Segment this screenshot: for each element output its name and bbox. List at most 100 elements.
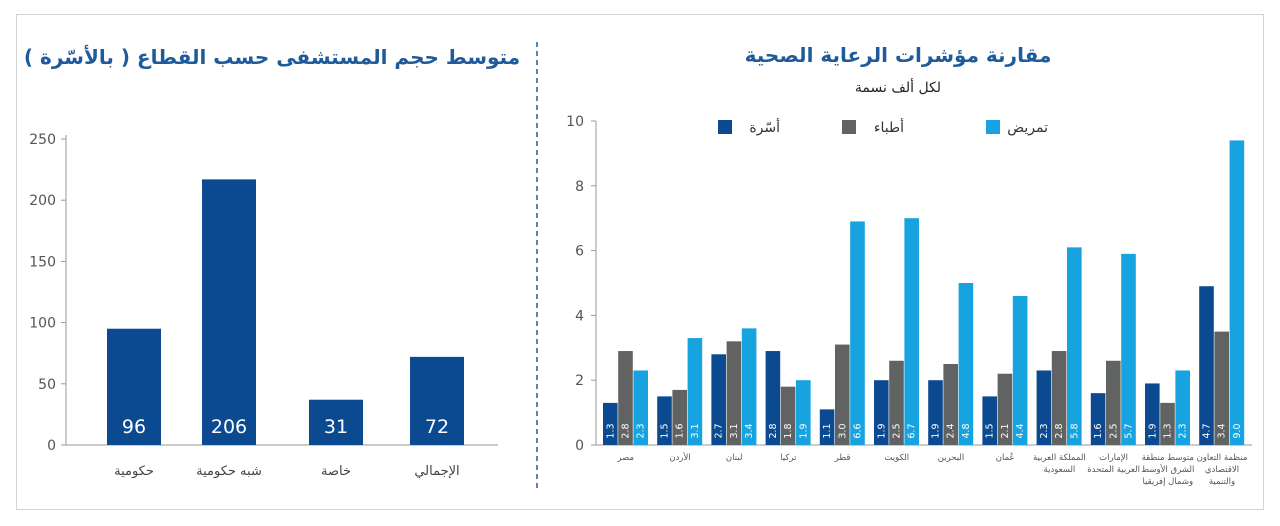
right-bar xyxy=(943,364,958,445)
left-category-label: الإجمالي xyxy=(414,464,459,479)
right-bar xyxy=(982,396,997,445)
right-bar-value-label: 1.9 xyxy=(1147,423,1158,438)
right-category-label: الأردن xyxy=(669,452,690,463)
right-bar-value-label: 2.4 xyxy=(946,423,957,438)
right-bar-value-label: 2.5 xyxy=(892,423,903,438)
right-bar-value-label: 3.0 xyxy=(837,423,848,438)
right-bar-value-label: 1.3 xyxy=(605,423,616,438)
right-bar xyxy=(958,283,974,445)
right-bar-value-label: 2.3 xyxy=(636,423,647,438)
left-bar xyxy=(309,399,363,445)
right-bar-value-label: 2.8 xyxy=(768,423,779,438)
right-bar-value-label: 2.5 xyxy=(1108,423,1119,438)
right-category-label: البحرين xyxy=(938,453,965,463)
right-bar-value-label: 2.3 xyxy=(1039,423,1050,438)
left-category-label: حكومية xyxy=(114,464,154,479)
left-y-tick-label: 50 xyxy=(38,377,56,393)
right-bar-value-label: 1.6 xyxy=(1093,423,1104,438)
right-bar xyxy=(1160,402,1175,445)
right-bar-value-label: 5.7 xyxy=(1124,423,1135,438)
right-bar-value-label: 6.6 xyxy=(853,423,864,438)
right-bar xyxy=(1214,331,1229,445)
right-bar xyxy=(1145,383,1160,445)
right-bar xyxy=(796,380,811,445)
chart-frame xyxy=(16,14,1264,510)
left-bar-value-label: 31 xyxy=(324,416,348,438)
left-bar xyxy=(107,328,161,445)
right-bar xyxy=(711,354,726,445)
legend-swatch xyxy=(718,120,732,134)
right-bar xyxy=(819,409,835,445)
left-y-tick-label: 100 xyxy=(29,316,56,332)
right-category-label: لبنان xyxy=(726,453,743,463)
right-bar-value-label: 3.1 xyxy=(690,423,701,438)
right-bar-value-label: 1.5 xyxy=(660,423,671,438)
right-y-tick-label: 6 xyxy=(575,244,584,260)
right-bar-value-label: 1.9 xyxy=(931,423,942,438)
right-bar xyxy=(928,380,943,445)
right-category-label: الإمارات العربية المتحدة xyxy=(1087,453,1140,475)
right-bar-value-label: 1.9 xyxy=(798,423,809,438)
right-bar xyxy=(850,221,865,445)
left-bar xyxy=(410,356,464,445)
right-bar xyxy=(1036,370,1052,445)
right-category-label: منظمة التعاون الاقتصادي والتنمية xyxy=(1197,453,1248,487)
right-bar xyxy=(672,389,687,445)
legend-label: أطباء xyxy=(874,118,904,136)
right-bar xyxy=(889,360,904,445)
right-bar xyxy=(1051,351,1067,445)
right-bar xyxy=(603,402,618,445)
right-bar-value-label: 4.4 xyxy=(1015,423,1026,438)
right-bar-value-label: 1.9 xyxy=(876,423,887,438)
legend-swatch xyxy=(842,120,856,134)
right-y-tick-label: 8 xyxy=(575,179,584,195)
right-bar-value-label: 3.4 xyxy=(1217,423,1228,438)
right-bar xyxy=(687,338,703,445)
right-bar-value-label: 2.8 xyxy=(1054,423,1065,438)
right-category-label: متوسط منطقة الشرق الأوسط وشمال إفريقيا xyxy=(1141,453,1194,487)
right-bar xyxy=(1229,140,1245,445)
right-bar xyxy=(741,328,757,445)
right-category-label: الكويت xyxy=(884,453,909,463)
right-chart-title: مقارنة مؤشرات الرعاية الصحية xyxy=(745,43,1052,67)
left-bar-value-label: 96 xyxy=(122,416,146,438)
right-bar-value-label: 1.8 xyxy=(783,423,794,438)
right-bar-value-label: 4.7 xyxy=(1202,423,1213,438)
right-bar xyxy=(1067,247,1082,445)
left-y-tick-label: 0 xyxy=(47,438,56,454)
right-bar-value-label: 2.1 xyxy=(1000,423,1011,438)
right-bar-value-label: 4.8 xyxy=(961,423,972,438)
right-bar-value-label: 6.7 xyxy=(907,423,918,438)
right-bar-value-label: 1.5 xyxy=(985,423,996,438)
right-bar-value-label: 2.3 xyxy=(1178,423,1189,438)
right-category-label: مصر xyxy=(616,453,634,463)
right-y-tick-label: 10 xyxy=(566,114,584,130)
left-category-label: خاصة xyxy=(321,464,351,479)
left-chart-title: متوسط حجم المستشفى حسب القطاع ( بالأسّرة… xyxy=(24,44,520,69)
right-y-tick-label: 4 xyxy=(575,308,584,324)
right-bar xyxy=(633,370,648,445)
right-bar-value-label: 2.8 xyxy=(621,423,632,438)
right-bar-value-label: 3.1 xyxy=(729,423,740,438)
right-bar xyxy=(726,341,742,445)
right-bar xyxy=(1121,253,1136,445)
left-bar xyxy=(202,179,256,445)
right-bar-value-label: 5.8 xyxy=(1069,423,1080,438)
legend-swatch xyxy=(986,120,1000,134)
right-chart-subtitle: لكل ألف نسمة xyxy=(855,78,941,96)
right-bar xyxy=(874,380,889,445)
right-bar xyxy=(765,351,781,445)
right-y-tick-label: 0 xyxy=(575,438,584,454)
left-category-label: شبه حكومية xyxy=(196,464,262,479)
left-bar-value-label: 206 xyxy=(211,416,247,438)
right-bar-value-label: 2.7 xyxy=(714,423,725,438)
legend-label: تمريض xyxy=(1007,120,1048,136)
right-bar xyxy=(1175,370,1190,445)
right-bar xyxy=(835,344,850,445)
right-bar xyxy=(780,386,796,445)
right-bar-value-label: 1.1 xyxy=(822,423,833,438)
right-bar xyxy=(657,396,672,445)
right-category-label: المملكة العربية السعودية xyxy=(1033,453,1086,475)
right-bar-value-label: 3.4 xyxy=(744,423,755,438)
right-category-label: عُمان xyxy=(996,452,1015,463)
